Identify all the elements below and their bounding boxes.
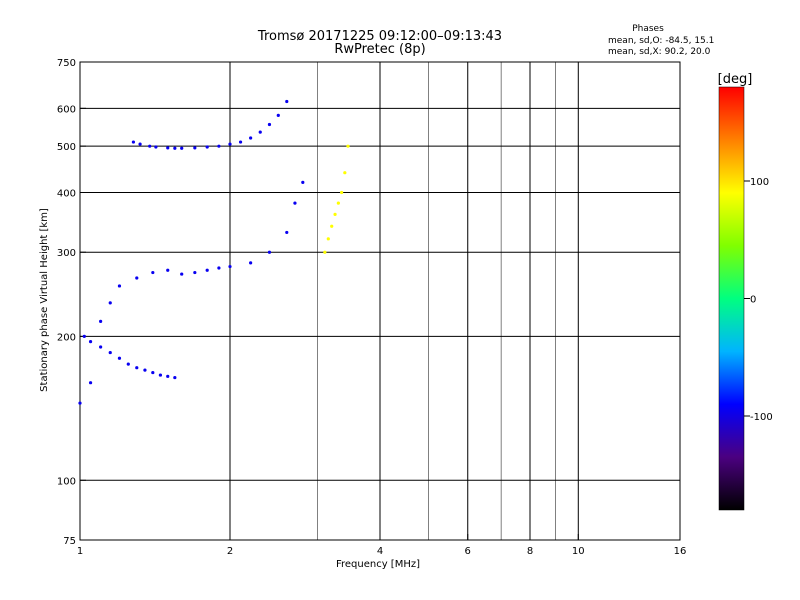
x-tick-label: 1 [77,546,83,557]
data-point [154,145,158,149]
data-point [82,334,86,338]
data-point [131,140,136,144]
data-point [267,122,272,127]
data-point [301,180,305,184]
y-tick-label: 300 [57,248,76,259]
data-point [193,270,197,275]
x-tick-label: 8 [527,546,533,557]
colorbar-label: [deg] [718,72,753,87]
data-point [166,268,170,272]
x-axis-label: Frequency [MHz] [336,559,420,570]
data-point [126,362,130,366]
data-point [276,113,280,117]
data-point [88,381,93,385]
data-point [135,276,139,280]
data-point [205,145,209,149]
phase-stats-x: mean, sd,X: 90.2, 20.0 [608,47,711,57]
data-point [88,340,93,344]
data-point [205,268,209,272]
colorbar-ticks: 100 0 -100 [744,177,773,423]
colorbar-tick-label: 100 [750,177,769,188]
data-point [326,237,330,241]
phase-stats-o: mean, sd,O: -84.5, 15.1 [608,36,714,46]
data-point [99,319,103,323]
data-point [193,146,197,150]
y-tick-label: 100 [57,476,76,487]
grid-lines [80,62,680,540]
colorbar [718,86,745,511]
x-tick-label: 6 [465,546,471,557]
data-point [228,142,232,146]
data-point [336,201,340,205]
data-point [228,264,232,269]
data-point [180,272,184,276]
plot-area: 1 2 4 6 8 10 16 75 100 200 300 400 500 600 750 [57,58,686,557]
data-point [138,142,142,146]
y-tick-label: 75 [63,536,76,547]
data-point [267,250,272,254]
data-point [143,368,147,372]
colorbar-tick-label: 0 [750,295,756,306]
data-points [78,99,350,405]
x-tick-label: 4 [377,546,383,557]
data-point [333,212,337,216]
data-point [217,144,221,148]
data-point [238,140,243,144]
data-point [117,356,122,360]
data-point [258,130,262,134]
y-tick-label: 750 [57,58,76,69]
data-point [180,146,184,150]
data-point [293,201,297,205]
data-point [158,373,163,377]
x-tick-label: 16 [674,546,687,557]
data-point [173,375,177,380]
phases-heading: Phases [632,24,664,34]
data-point [323,250,327,254]
y-axis-label: Stationary phase Virtual Height [km] [39,208,50,392]
x-tick-label: 2 [227,546,233,557]
data-point [148,144,152,148]
colorbar-tick-label: -100 [750,412,773,423]
data-point [135,366,139,370]
data-point [330,224,334,228]
data-point [285,230,289,235]
data-point [173,146,177,150]
axis-ticks: 1 2 4 6 8 10 16 75 100 200 300 400 500 600 750 [57,58,686,557]
data-point [151,370,155,375]
data-point [217,266,221,270]
data-point [249,136,253,140]
data-point [151,270,155,275]
y-tick-label: 500 [57,142,76,153]
data-point [99,345,103,349]
data-point [346,144,350,148]
chart-subtitle: RwPretec (8p) [334,42,425,57]
y-tick-label: 600 [57,104,76,115]
x-tick-label: 10 [572,546,585,557]
data-point [78,401,82,405]
data-point [343,171,347,175]
data-point [117,284,122,288]
y-tick-label: 400 [57,188,76,199]
data-point [166,374,170,378]
data-point [108,301,112,305]
data-point [108,350,112,355]
chart-title: Tromsø 20171225 09:12:00–09:13:43 [257,29,502,44]
y-tick-label: 200 [57,332,76,343]
data-point [285,99,289,104]
data-point [166,146,170,150]
data-point [249,261,253,265]
data-point [340,190,344,195]
